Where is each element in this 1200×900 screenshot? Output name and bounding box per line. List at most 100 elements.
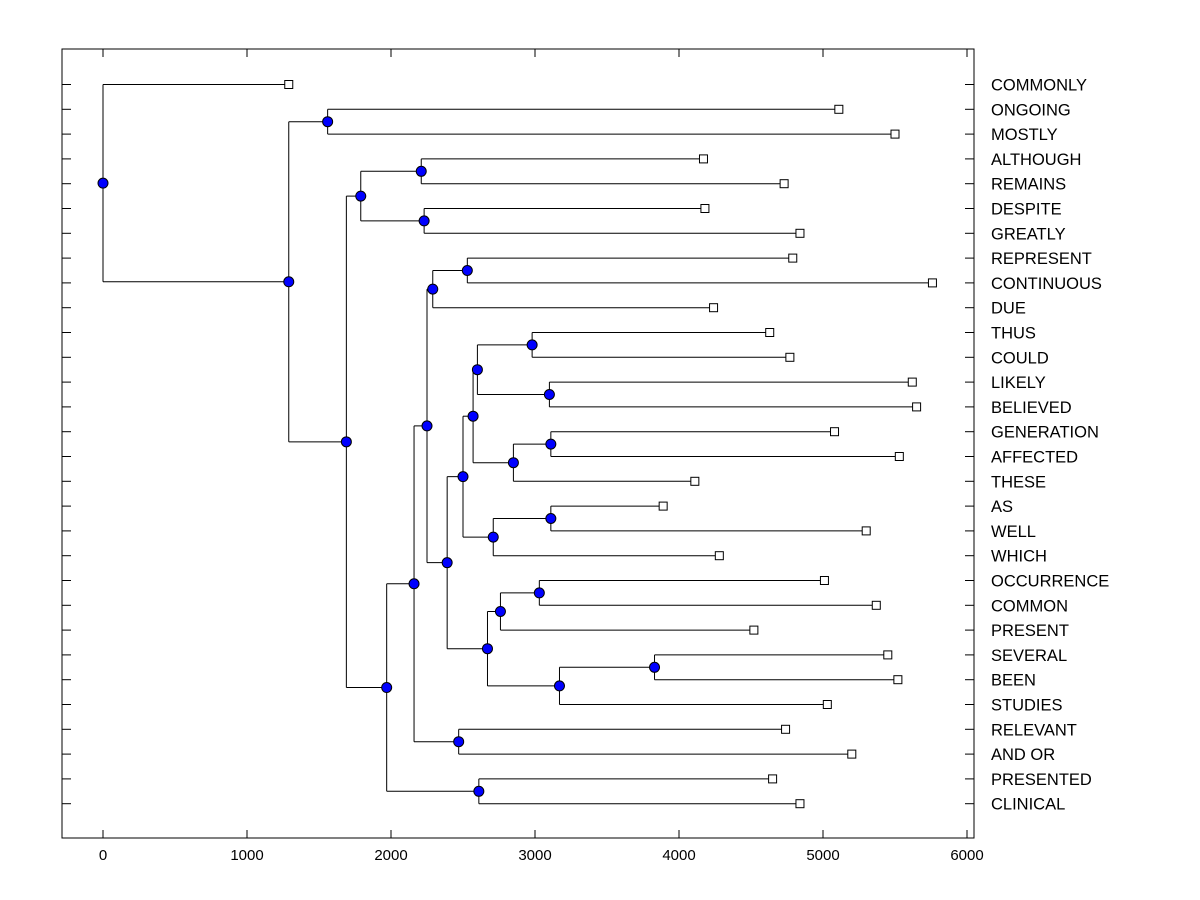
merge-node-N6	[427, 283, 439, 295]
merge-node-N21	[441, 557, 453, 569]
merge-node-N17	[494, 606, 506, 617]
merge-node-N28	[283, 276, 295, 288]
leaf-label-relevant: RELEVANT	[991, 721, 1077, 739]
x-axis: 0 1000 2000 3000 4000 5000 6000	[99, 49, 984, 864]
leaf-marker-continuous	[927, 278, 937, 288]
leaf-label-although: ALTHOUGH	[991, 151, 1081, 169]
plot-frame	[61, 48, 975, 839]
merge-node-N16	[533, 587, 545, 599]
x-tick-label-4000: 4000	[662, 847, 695, 864]
leaf-marker-despite	[700, 204, 710, 213]
merge-node-N5	[461, 265, 473, 276]
merge-nodes	[97, 116, 661, 797]
leaf-label-presented: PRESENTED	[991, 771, 1092, 789]
leaf-marker-greatly	[795, 228, 805, 238]
merge-node-N24	[408, 578, 420, 590]
merge-node-N27	[340, 436, 352, 448]
merge-node-N7	[526, 339, 538, 351]
leaf-label-due: DUE	[991, 300, 1026, 318]
leaf-label-likely: LIKELY	[991, 374, 1046, 392]
leaf-markers	[284, 80, 937, 809]
leaf-label-commonly: COMMONLY	[991, 77, 1087, 95]
leaf-label-affected: AFFECTED	[991, 449, 1078, 467]
leaf-label-and-or: AND OR	[991, 746, 1055, 764]
leaf-marker-believed	[912, 402, 922, 412]
merge-node-N15	[457, 471, 469, 483]
leaf-marker-several	[883, 650, 893, 660]
leaf-marker-these	[690, 476, 700, 486]
merge-node-N25	[473, 785, 485, 797]
leaf-label-common: COMMON	[991, 597, 1068, 615]
merge-node-N2	[415, 165, 427, 177]
leaf-label-could: COULD	[991, 349, 1049, 367]
x-tick-label-2000: 2000	[374, 847, 407, 864]
leaf-label-continuous: CONTINUOUS	[991, 275, 1102, 293]
leaf-marker-could	[785, 352, 795, 362]
merge-node-N14	[487, 531, 499, 543]
leaf-marker-generation	[830, 427, 840, 437]
leaf-marker-mostly	[890, 129, 900, 139]
leaf-marker-clinical	[795, 799, 805, 809]
leaf-label-represent: REPRESENT	[991, 250, 1092, 268]
merge-node-N20	[481, 643, 493, 655]
leaf-marker-likely	[907, 377, 917, 387]
leaf-marker-represent	[788, 253, 798, 263]
leaf-label-thus: THUS	[991, 325, 1036, 343]
merge-node-N19	[553, 680, 565, 692]
leaf-marker-although	[698, 154, 708, 164]
leaf-marker-thus	[765, 328, 775, 337]
merge-node-N23	[453, 736, 465, 748]
merge-node-N11	[507, 457, 519, 469]
merge-node-N18	[649, 661, 661, 673]
leaf-label-remains: REMAINS	[991, 176, 1066, 194]
leaf-marker-which	[714, 551, 724, 561]
leaf-marker-due	[709, 303, 719, 313]
leaf-marker-been	[893, 675, 903, 685]
leaf-label-which: WHICH	[991, 548, 1047, 566]
merge-node-N8	[543, 389, 555, 400]
leaf-label-clinical: CLINICAL	[991, 796, 1065, 814]
leaf-label-believed: BELIEVED	[991, 399, 1072, 417]
merge-node-N13	[545, 513, 557, 524]
merge-node-N22	[421, 420, 433, 432]
leaf-label-several: SEVERAL	[991, 647, 1067, 665]
leaf-marker-remains	[779, 179, 789, 189]
leaf-tick-marks	[62, 84, 974, 805]
merge-node-N10	[545, 438, 557, 450]
leaf-label-generation: GENERATION	[991, 424, 1099, 442]
leaf-label-studies: STUDIES	[991, 697, 1063, 715]
merge-node-N26	[381, 682, 393, 694]
leaf-marker-and-or	[847, 749, 857, 759]
leaf-marker-presented	[768, 774, 778, 784]
leaf-marker-commonly	[284, 80, 294, 89]
merge-node-N1	[322, 116, 334, 128]
leaf-label-been: BEEN	[991, 672, 1036, 690]
x-tick-label-0: 0	[99, 847, 107, 864]
leaf-marker-common	[871, 600, 881, 610]
x-tick-label-6000: 6000	[950, 847, 983, 864]
leaf-marker-studies	[822, 700, 832, 709]
merge-node-N12	[467, 410, 479, 422]
leaf-label-as: AS	[991, 498, 1013, 516]
leaf-marker-relevant	[781, 724, 791, 734]
merge-node-N29	[97, 177, 109, 189]
leaf-marker-affected	[894, 452, 904, 461]
leaf-marker-as	[658, 501, 668, 511]
x-tick-label-1000: 1000	[230, 847, 263, 864]
leaf-label-well: WELL	[991, 523, 1036, 541]
leaf-labels: COMMONLY ONGOING MOSTLY ALTHOUGH REMAINS DESP…	[991, 77, 1109, 814]
leaf-label-present: PRESENT	[991, 622, 1069, 640]
merge-node-N9	[471, 364, 483, 376]
leaf-label-greatly: GREATLY	[991, 225, 1066, 243]
leaf-label-occurrence: OCCURRENCE	[991, 573, 1109, 591]
leaf-label-despite: DESPITE	[991, 201, 1062, 219]
leaf-marker-present	[749, 625, 759, 635]
merge-node-N4	[355, 190, 367, 202]
leaf-label-ongoing: ONGOING	[991, 101, 1071, 119]
x-tick-label-3000: 3000	[518, 847, 551, 864]
x-tick-label-5000: 5000	[806, 847, 839, 864]
leaf-marker-ongoing	[834, 104, 844, 114]
merge-node-N3	[418, 215, 430, 227]
leaf-label-these: THESE	[991, 473, 1046, 491]
